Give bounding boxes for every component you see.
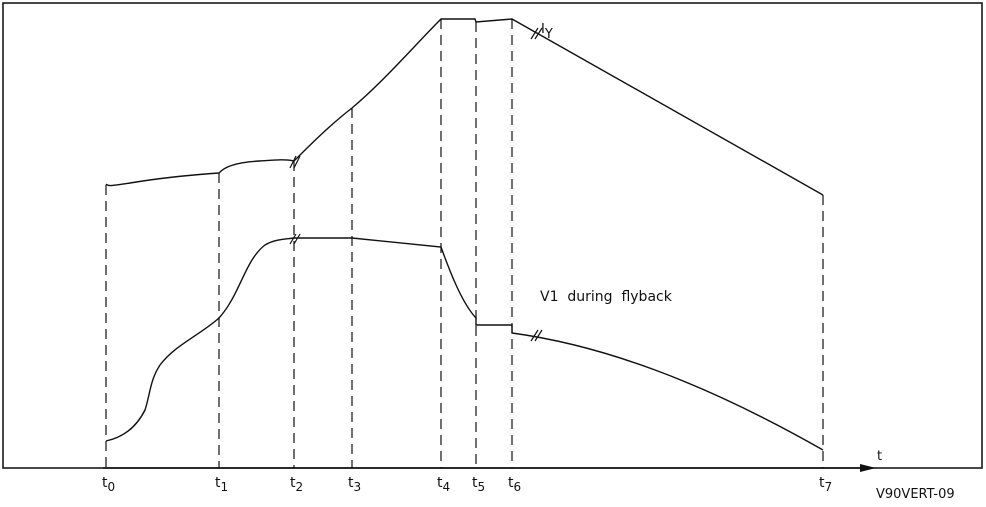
tick-label-t1: t1 [215, 475, 228, 494]
break-mark [293, 233, 301, 245]
break-mark [289, 155, 297, 169]
break-mark [534, 27, 543, 40]
figure-code: V90VERT-09 [876, 487, 955, 502]
break-mark [293, 155, 301, 169]
iy-curve [105, 18, 824, 196]
break-mark [530, 329, 539, 342]
time-markers [105, 19, 824, 468]
v1-break-marks [289, 233, 543, 342]
time-axis-arrow [860, 464, 876, 472]
break-mark [530, 27, 539, 40]
v1-label: V1 during flyback [540, 289, 673, 305]
iy-label: IY [541, 22, 553, 42]
figure-border [2, 2, 983, 469]
tick-label-t7: t7 [819, 475, 832, 494]
tick-label-t2: t2 [290, 475, 303, 494]
tick-label-t3: t3 [348, 475, 361, 494]
time-axis-label: t [877, 449, 882, 464]
tick-label-t6: t6 [508, 475, 521, 494]
break-mark [534, 329, 543, 342]
tick-label-t4: t4 [437, 475, 450, 494]
tick-label-t0: t0 [102, 475, 115, 494]
iy-break-marks [289, 27, 543, 169]
time-tick-labels: t0 t1 t2 t3 t4 t5 t6 t7 [102, 475, 832, 494]
break-mark [289, 233, 297, 245]
v1-curve [105, 237, 824, 451]
tick-label-t5: t5 [472, 475, 485, 494]
